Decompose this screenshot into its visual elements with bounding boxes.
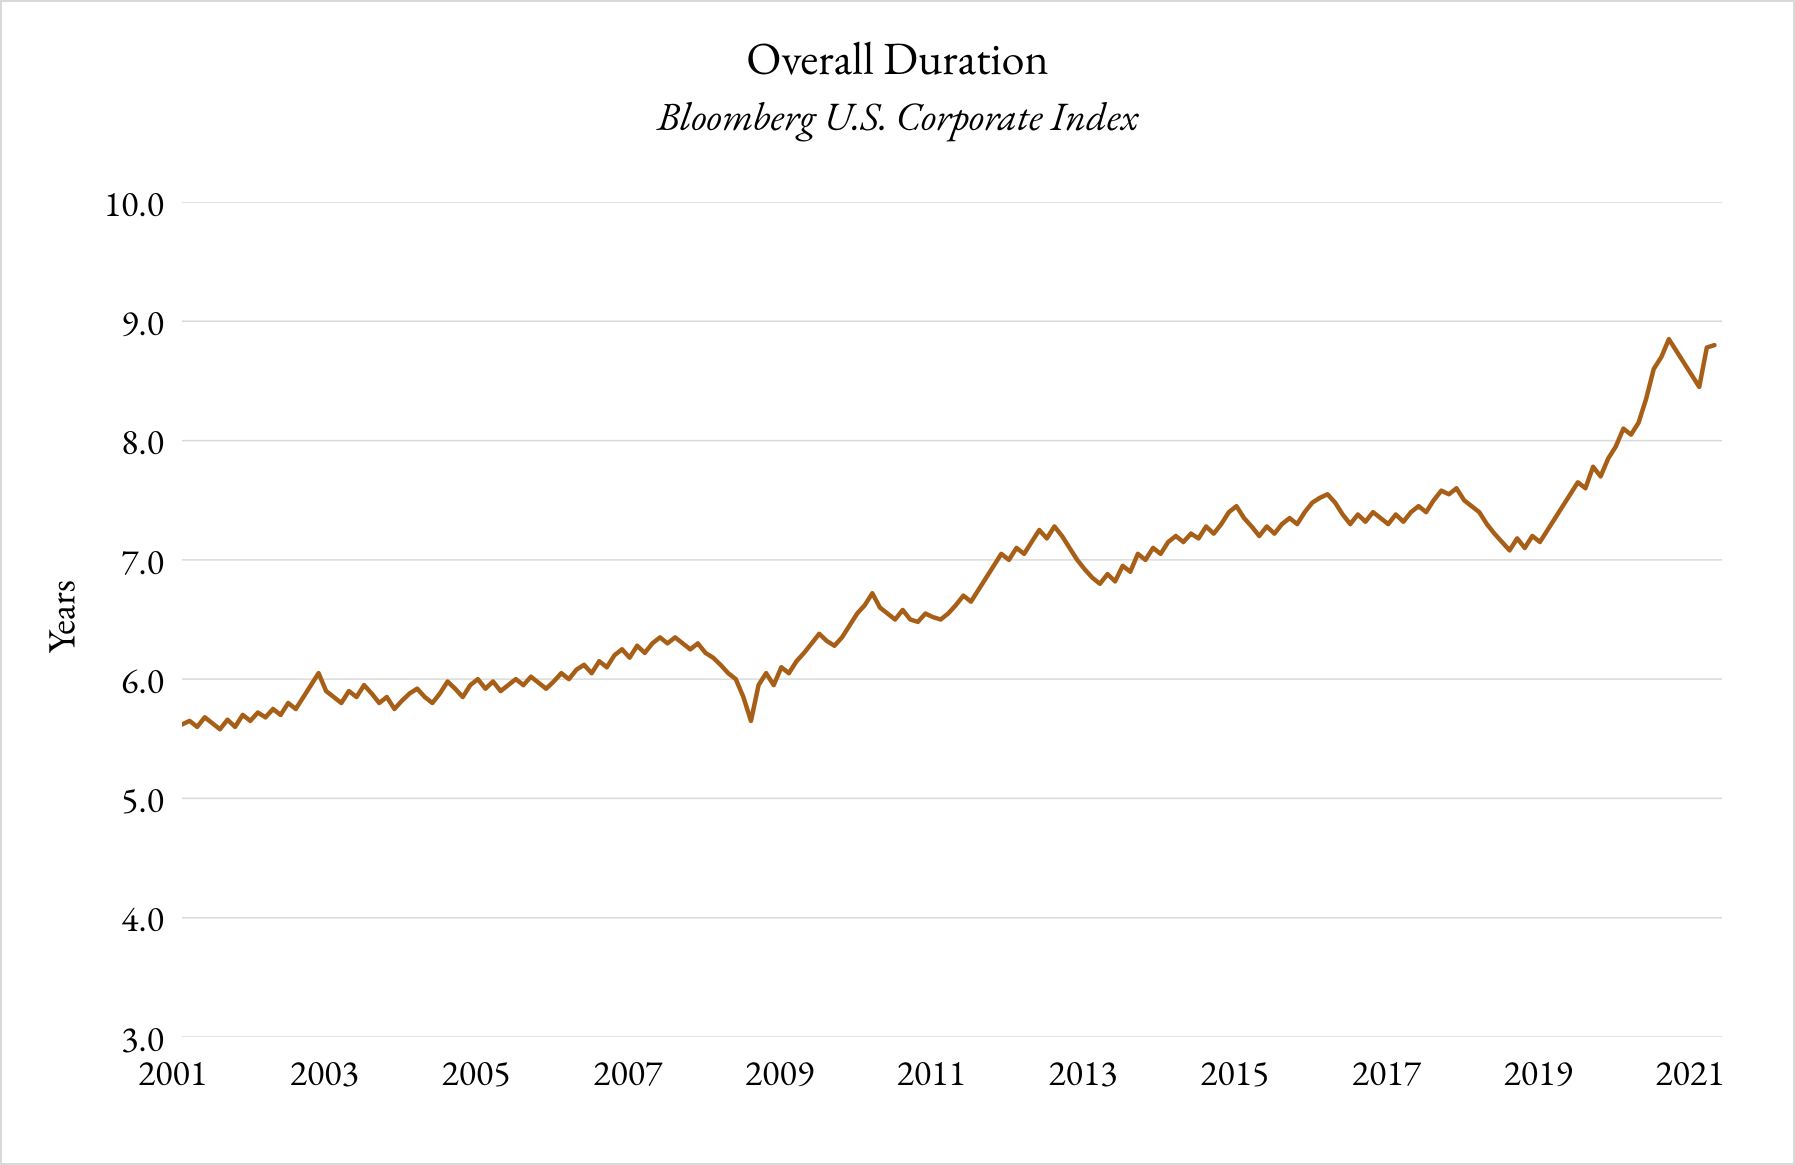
chart-title: Overall Duration — [2, 28, 1793, 88]
y-axis-label: Years — [38, 537, 87, 697]
y-tick-label: 5.0 — [121, 776, 164, 823]
x-tick-label: 2021 — [1655, 1049, 1724, 1096]
chart-subtitle: Bloomberg U.S. Corporate Index — [2, 90, 1793, 142]
y-tick-label: 8.0 — [121, 418, 164, 465]
chart-plot-area — [182, 202, 1722, 1037]
x-tick-label: 2001 — [138, 1049, 207, 1096]
x-tick-label: 2003 — [290, 1049, 359, 1096]
series-line — [182, 339, 1714, 729]
x-tick-label: 2011 — [897, 1049, 966, 1096]
chart-frame: Overall Duration Bloomberg U.S. Corporat… — [0, 0, 1795, 1165]
x-tick-label: 2007 — [593, 1049, 662, 1096]
x-tick-label: 2013 — [1048, 1049, 1117, 1096]
x-tick-label: 2015 — [1200, 1049, 1269, 1096]
x-tick-label: 2017 — [1352, 1049, 1421, 1096]
y-tick-label: 4.0 — [121, 895, 164, 942]
y-tick-label: 10.0 — [104, 180, 164, 227]
y-tick-label: 7.0 — [121, 538, 164, 585]
x-tick-label: 2009 — [745, 1049, 814, 1096]
x-tick-label: 2019 — [1504, 1049, 1573, 1096]
y-tick-label: 6.0 — [121, 657, 164, 704]
y-tick-label: 9.0 — [121, 299, 164, 346]
x-tick-label: 2005 — [441, 1049, 510, 1096]
